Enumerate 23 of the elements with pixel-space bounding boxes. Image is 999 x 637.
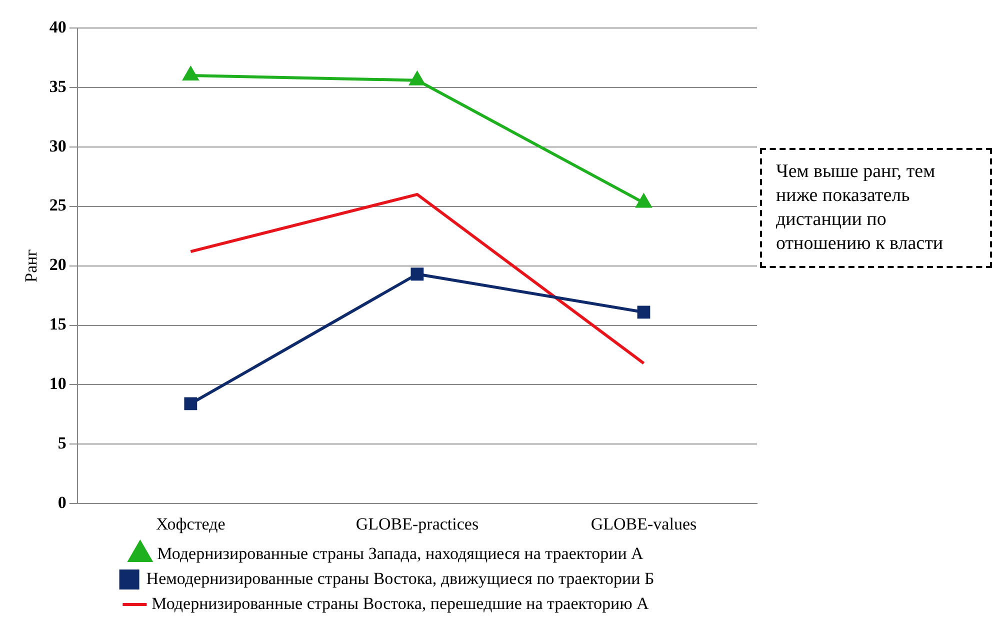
point: [637, 306, 650, 319]
legend-label: Немодернизированные страны Востока, движущиеся по траектории Б: [146, 568, 654, 588]
y-tick-label: 35: [49, 76, 66, 96]
y-tick-label: 30: [49, 136, 66, 156]
y-tick-label: 15: [49, 314, 66, 334]
x-tick-label: GLOBE-practices: [356, 514, 479, 534]
legend-label: Модернизированные страны Запада, находящиеся на траектории А: [157, 544, 644, 563]
x-tick-label: Хофстеде: [156, 514, 226, 534]
y-axis-title: Ранг: [22, 249, 41, 282]
legend-label: Модернизированные страны Востока, перешедшие на траекторию А: [152, 594, 650, 613]
y-tick-label: 5: [58, 434, 66, 453]
x-tick-label: GLOBE-values: [590, 514, 697, 534]
point: [410, 268, 424, 281]
y-tick-label: 20: [49, 255, 66, 274]
y-tick-label: 10: [49, 374, 66, 394]
y-tick-label: 25: [49, 196, 66, 215]
text: Чем выше ранг, тем ниже показатель дистанции по отношению к власти: [760, 148, 992, 268]
point: [184, 397, 198, 410]
point: [636, 194, 652, 208]
y-tick-label: 40: [49, 17, 66, 36]
point: [410, 72, 425, 86]
y-tick-label: 0: [58, 492, 66, 512]
point: [183, 67, 198, 81]
